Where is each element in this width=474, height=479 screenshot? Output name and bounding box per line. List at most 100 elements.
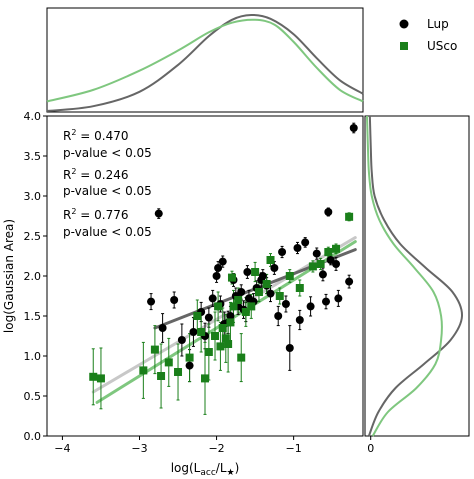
x-tick-label: −3 (131, 442, 147, 455)
legend-label-lup: Lup (427, 17, 449, 31)
point-lup (322, 297, 331, 306)
top-kde-usco (46, 18, 364, 103)
annotation-lup-pvalue: p-value < 0.05 (63, 184, 152, 198)
top-kde-lup (46, 13, 364, 112)
point-lup (270, 264, 279, 272)
point-lup (306, 302, 315, 311)
point-usco (224, 340, 233, 348)
point-lup (266, 289, 275, 298)
point-lup (301, 238, 310, 247)
point-lup (243, 268, 252, 276)
y-tick-label: 3.0 (24, 190, 42, 203)
point-lup (212, 272, 221, 280)
point-lup (278, 248, 287, 256)
legend-label-usco: USco (427, 39, 457, 53)
point-usco (285, 272, 294, 280)
point-usco (324, 248, 333, 256)
y-tick-label: 0.5 (24, 390, 42, 403)
point-usco (254, 288, 263, 296)
x-tick-label: −4 (54, 442, 70, 455)
top-kde-panel (46, 7, 364, 113)
right-kde-lup (367, 115, 464, 437)
point-lup (318, 270, 327, 279)
annotation-lup-r2: R2 = 0.246 (63, 167, 128, 182)
point-usco (316, 260, 325, 268)
y-tick-label: 1.0 (24, 350, 42, 363)
point-usco (164, 358, 173, 367)
point-usco (221, 334, 230, 343)
point-usco (211, 332, 220, 340)
point-lup (218, 257, 227, 266)
point-usco (295, 284, 304, 292)
point-usco (204, 348, 213, 356)
x-tick-label: −1 (286, 442, 302, 455)
annotation-all-r2: R2 = 0.470 (63, 128, 128, 143)
legend-item-lup: Lup (399, 17, 449, 31)
point-lup (349, 124, 358, 132)
point-lup (208, 294, 217, 303)
legend: Lup USco (399, 17, 457, 53)
point-lup (334, 294, 343, 303)
point-lup (258, 272, 267, 280)
point-lup (295, 316, 304, 324)
annotation-all: R2 = 0.470 p-value < 0.05 (63, 128, 152, 160)
y-tick-label: 0.0 (24, 430, 42, 443)
point-usco (251, 268, 260, 276)
point-lup (204, 313, 213, 322)
top-kde-curves (46, 13, 364, 112)
point-lup (170, 296, 179, 304)
point-usco (262, 280, 271, 288)
right-kde-panel (364, 115, 470, 437)
point-usco (89, 372, 98, 381)
point-usco (193, 312, 202, 320)
point-usco (157, 372, 166, 380)
point-lup (312, 249, 321, 258)
point-lup (274, 312, 283, 320)
point-lup (189, 328, 198, 336)
x-axis-label: log(Lacc/L★) (171, 461, 240, 478)
annotation-usco: R2 = 0.776 p-value < 0.05 (63, 207, 152, 239)
point-lup (226, 312, 235, 320)
y-tick-label: 2.5 (24, 230, 42, 243)
point-usco (332, 244, 341, 253)
point-usco (96, 374, 105, 383)
point-usco (237, 353, 246, 362)
point-lup (293, 244, 302, 252)
point-lup (154, 209, 163, 218)
point-usco (234, 296, 243, 304)
point-usco (139, 366, 148, 375)
point-lup (158, 324, 167, 332)
point-usco (150, 345, 159, 354)
y-tick-label: 2.0 (24, 270, 42, 283)
y-tick-label: 4.0 (24, 110, 42, 123)
annotation-all-pvalue: p-value < 0.05 (63, 146, 152, 160)
point-lup (281, 300, 290, 308)
top-panel-frame (46, 7, 364, 113)
annotation-usco-pvalue: p-value < 0.05 (63, 225, 152, 239)
point-lup (345, 277, 354, 286)
right-kde-usco (366, 115, 443, 437)
point-usco (185, 353, 194, 362)
y-axis-label: log(Gaussian Area) (2, 219, 16, 333)
x-tick-label: 0 (367, 442, 374, 455)
point-usco (218, 324, 227, 332)
legend-marker-usco (400, 42, 408, 50)
point-lup (285, 344, 294, 352)
point-usco (197, 328, 206, 336)
right-panel-frame (364, 115, 470, 437)
point-usco (226, 318, 235, 327)
point-lup (214, 264, 223, 272)
y-axis-ticks: 0.0 0.5 1.0 1.5 2.0 2.5 3.0 3.5 4.0 (24, 110, 47, 443)
point-usco (229, 302, 238, 311)
point-lup (324, 208, 333, 216)
point-usco (201, 374, 209, 383)
point-usco (214, 302, 223, 311)
annotation-usco-r2: R2 = 0.776 (63, 207, 128, 222)
point-usco (275, 292, 284, 300)
right-kde-curves (366, 115, 464, 437)
x-axis-ticks: −4 −3 −2 −1 0 (54, 436, 374, 455)
y-tick-label: 3.5 (24, 150, 42, 163)
point-usco (227, 273, 236, 282)
point-usco (247, 302, 256, 311)
